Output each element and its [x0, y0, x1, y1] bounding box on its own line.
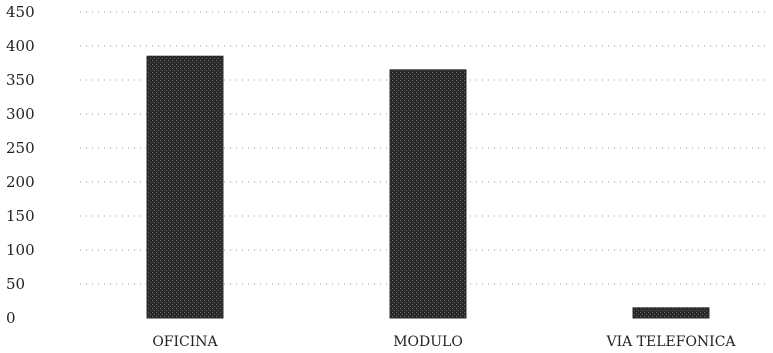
y-tick-label: 350: [6, 71, 35, 89]
bar-via-telefonica: [632, 307, 710, 319]
x-axis-categories: OFICINA MODULO VIA TELEFONICA: [152, 334, 736, 350]
bar-modulo: [389, 69, 467, 319]
bars: [146, 55, 710, 319]
y-axis-ticks: 0 50 100 150 200 250 300 350 400 450: [6, 3, 35, 327]
y-tick-label: 250: [6, 139, 35, 157]
y-tick-label: 0: [6, 309, 16, 327]
y-tick-label: 400: [6, 37, 35, 55]
y-tick-label: 150: [6, 207, 35, 225]
bar-oficina: [146, 55, 224, 319]
x-category-label: OFICINA: [152, 334, 218, 350]
y-tick-label: 50: [6, 275, 25, 293]
x-category-label: MODULO: [393, 334, 463, 350]
y-tick-label: 100: [6, 241, 35, 259]
y-tick-label: 200: [6, 173, 35, 191]
y-tick-label: 300: [6, 105, 35, 123]
y-tick-label: 450: [6, 3, 35, 21]
x-category-label: VIA TELEFONICA: [605, 334, 736, 350]
